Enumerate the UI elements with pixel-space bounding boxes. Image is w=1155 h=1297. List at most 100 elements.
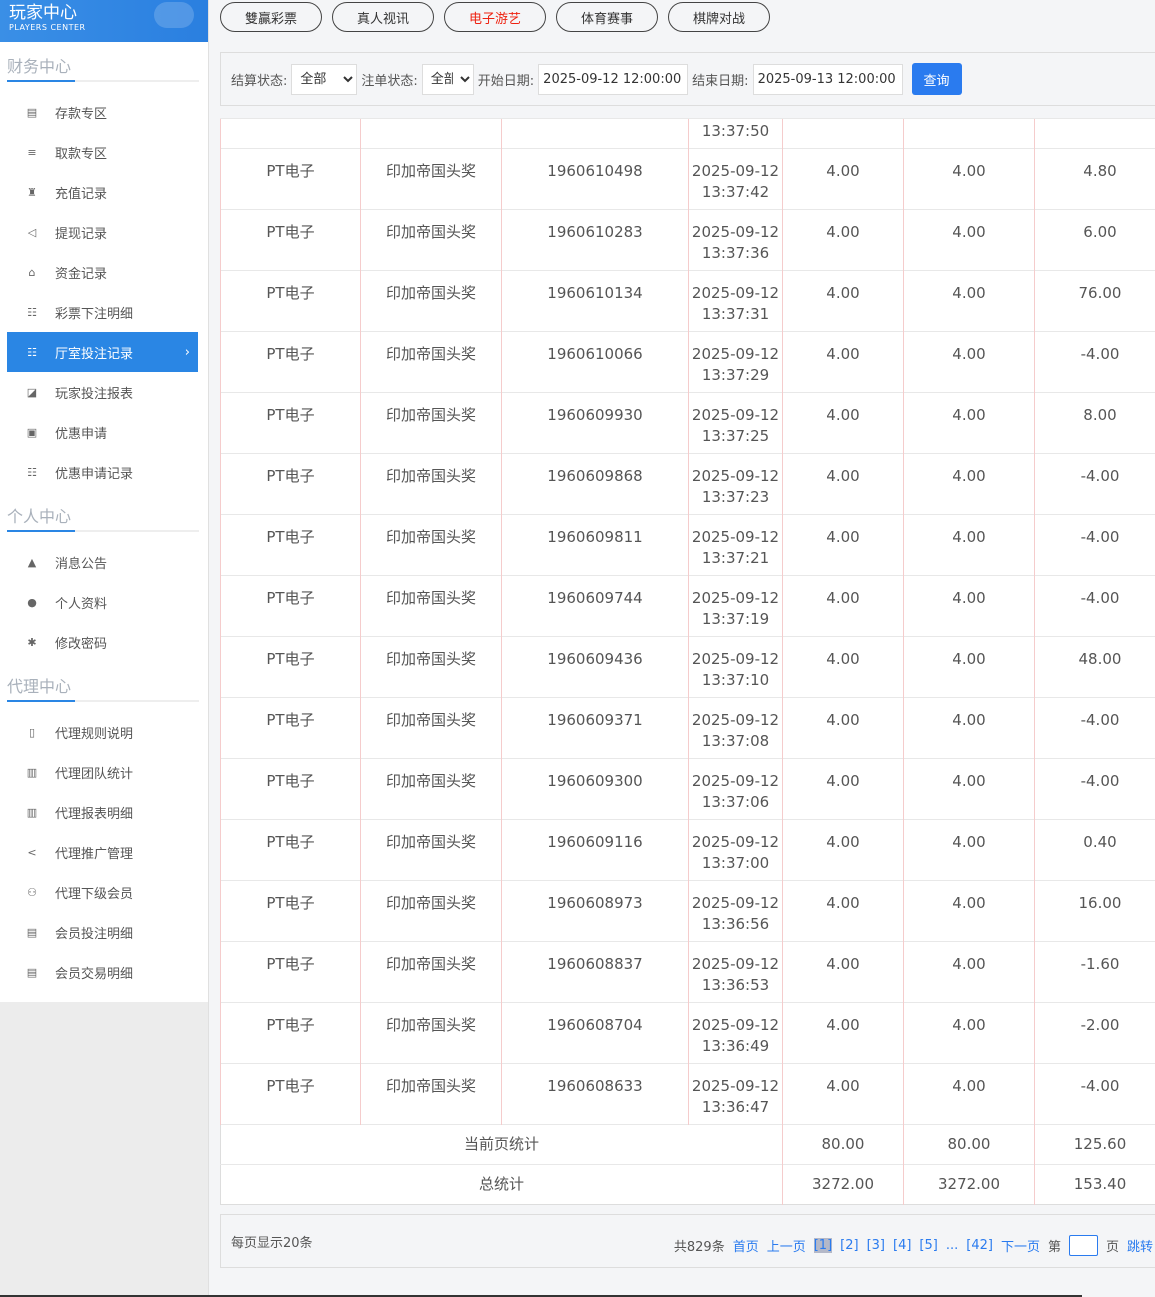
prev-page-link[interactable]: 上一页: [766, 1240, 806, 1255]
bet-amount: 4.00: [782, 1063, 904, 1125]
game-name: 印加帝国头奖: [360, 819, 502, 881]
valid-amount: 4.00: [903, 758, 1035, 820]
end-date-label: 结束日期:: [692, 73, 749, 89]
category-tab[interactable]: 棋牌对战: [668, 2, 770, 32]
first-page-link[interactable]: 首页: [732, 1240, 759, 1255]
bag-icon: ♜: [27, 185, 37, 199]
page-link[interactable]: [5]: [919, 1238, 938, 1253]
game-name: 印加帝国头奖: [360, 697, 502, 759]
sidebar-item[interactable]: ▯ 代理规则说明: [7, 712, 198, 752]
bet-time: 2025-09-12 13:36:49: [688, 1002, 783, 1064]
bet-clock: 13:36:56: [701, 915, 770, 933]
sidebar-item[interactable]: ▤ 存款专区: [7, 92, 198, 132]
query-button[interactable]: 查询: [911, 63, 962, 95]
page-link[interactable]: [1]: [813, 1238, 833, 1253]
withdraw-icon: ◁: [27, 225, 37, 239]
bet-time: 2025-09-12 13:37:42: [688, 148, 783, 210]
jump-button[interactable]: 跳转: [1126, 1240, 1153, 1255]
start-date-label: 开始日期:: [477, 73, 535, 89]
category-tab[interactable]: 雙贏彩票: [220, 2, 322, 32]
bet-clock: 13:37:31: [701, 305, 770, 323]
category-tab[interactable]: 体育赛事: [556, 2, 658, 32]
settle-status-select[interactable]: 全部: [291, 63, 358, 95]
bet-time: 2025-09-12 13:37:36: [688, 209, 783, 271]
share-icon: <: [27, 845, 37, 859]
filter-bar: 结算状态: 全部 注单状态: 全部 开始日期: 结束日期: 查询: [220, 52, 1155, 106]
game-name: 印加帝国头奖: [360, 209, 502, 271]
bet-time: 2025-09-12 13:37:19: [688, 575, 783, 637]
end-date-input[interactable]: [752, 63, 903, 95]
bet-time: 2025-09-12 13:37:23: [688, 453, 783, 515]
start-date-input[interactable]: [538, 63, 689, 95]
platform: PT电子: [220, 209, 361, 271]
order-status-select[interactable]: 全部: [421, 63, 474, 95]
payout-amount: 6.00: [1034, 209, 1155, 271]
bet-date: 2025-09-12: [691, 345, 780, 363]
goto-page-input[interactable]: [1068, 1235, 1098, 1256]
bet-amount: 4.00: [782, 392, 904, 454]
sidebar-item[interactable]: ▥ 代理团队统计: [7, 752, 198, 792]
valid-amount: 4.00: [903, 514, 1035, 576]
sidebar-item-label: 代理规则说明: [55, 726, 134, 742]
summary-bet: 80.00: [782, 1124, 904, 1165]
page-link[interactable]: [2]: [840, 1238, 859, 1253]
sidebar-item[interactable]: ≡ 取款专区: [7, 132, 198, 172]
sidebar-item[interactable]: ♜ 充值记录: [7, 172, 198, 212]
platform: PT电子: [220, 270, 361, 332]
list-icon: ☷: [27, 465, 37, 479]
bet-date: 2025-09-12: [691, 223, 780, 241]
category-tab[interactable]: 电子游艺: [444, 2, 546, 32]
sidebar-item-label: 消息公告: [55, 556, 108, 572]
bet-amount: 4.00: [782, 270, 904, 332]
payout-amount: -1.60: [1034, 941, 1155, 1003]
game-name: 印加帝国头奖: [360, 392, 502, 454]
sidebar-item[interactable]: ▥ 代理报表明细: [7, 792, 198, 832]
sidebar-item[interactable]: ☷ 彩票下注明细: [7, 292, 198, 332]
valid-amount: 4.00: [903, 209, 1035, 271]
per-page-text: 每页显示20条: [231, 1236, 313, 1251]
platform: PT电子: [220, 636, 361, 698]
bet-time: 2025-09-12 13:37:06: [688, 758, 783, 820]
sidebar: 玩家中心 PLAYERS CENTER 财务中心 ▤ 存款专区 ≡ 取款专区 ♜ 充值记录 ◁…: [0, 0, 209, 1297]
order-number: 1960610283: [501, 209, 689, 271]
page-link[interactable]: [3]: [866, 1238, 885, 1253]
table-row-partial: 13:37:50: [220, 118, 1155, 149]
game-name: 印加帝国头奖: [360, 1063, 502, 1125]
sidebar-item[interactable]: ▤ 会员投注明细: [7, 912, 198, 952]
sidebar-item[interactable]: ● 个人资料: [7, 582, 198, 622]
gamepad-icon: [154, 2, 194, 28]
sidebar-item[interactable]: ⌂ 资金记录: [7, 252, 198, 292]
next-page-link[interactable]: 下一页: [1000, 1240, 1040, 1255]
bet-date: 2025-09-12: [691, 467, 780, 485]
payout-amount: 8.00: [1034, 392, 1155, 454]
category-tab[interactable]: 真人视讯: [332, 2, 434, 32]
card-icon: ▤: [26, 105, 38, 119]
sidebar-item[interactable]: ▣ 优惠申请: [7, 412, 198, 452]
payout-amount: -4.00: [1034, 1063, 1155, 1125]
bet-clock: 13:37:25: [701, 427, 770, 445]
sidebar-item[interactable]: ✱ 修改密码: [7, 622, 198, 662]
sidebar-item[interactable]: ▲ 消息公告: [7, 542, 198, 582]
game-name: 印加帝国头奖: [360, 636, 502, 698]
user-icon: ●: [27, 595, 37, 609]
bet-date: 2025-09-12: [691, 284, 780, 302]
page-link[interactable]: [4]: [893, 1238, 912, 1253]
bet-clock: 13:36:53: [701, 976, 770, 994]
sidebar-item[interactable]: ☷ 厅室投注记录 ›: [7, 332, 198, 372]
last-page-link[interactable]: [42]: [966, 1238, 993, 1253]
table-row: PT电子 印加帝国头奖 1960609744 2025-09-12 13:37:1…: [220, 575, 1155, 637]
sidebar-item[interactable]: ◪ 玩家投注报表: [7, 372, 198, 412]
game-name: 印加帝国头奖: [360, 758, 502, 820]
sidebar-item[interactable]: ▤ 会员交易明细: [7, 952, 198, 992]
sidebar-item[interactable]: < 代理推广管理: [7, 832, 198, 872]
bet-time: 2025-09-12 13:37:25: [688, 392, 783, 454]
pagination-bar: 每页显示20条 共829条 首页 上一页 [1] [2] [3] [4] [5] ...…: [220, 1214, 1155, 1268]
list-icon: ☷: [27, 345, 37, 359]
sidebar-item[interactable]: ☷ 优惠申请记录: [7, 452, 198, 492]
sidebar-item[interactable]: ⚇ 代理下级会员: [7, 872, 198, 912]
sidebar-item[interactable]: ◁ 提现记录: [7, 212, 198, 252]
bet-clock: 13:37:06: [701, 793, 770, 811]
order-number: 1960608837: [501, 941, 689, 1003]
sidebar-item-label: 会员投注明细: [55, 926, 134, 942]
sidebar-item-label: 优惠申请记录: [55, 466, 134, 482]
